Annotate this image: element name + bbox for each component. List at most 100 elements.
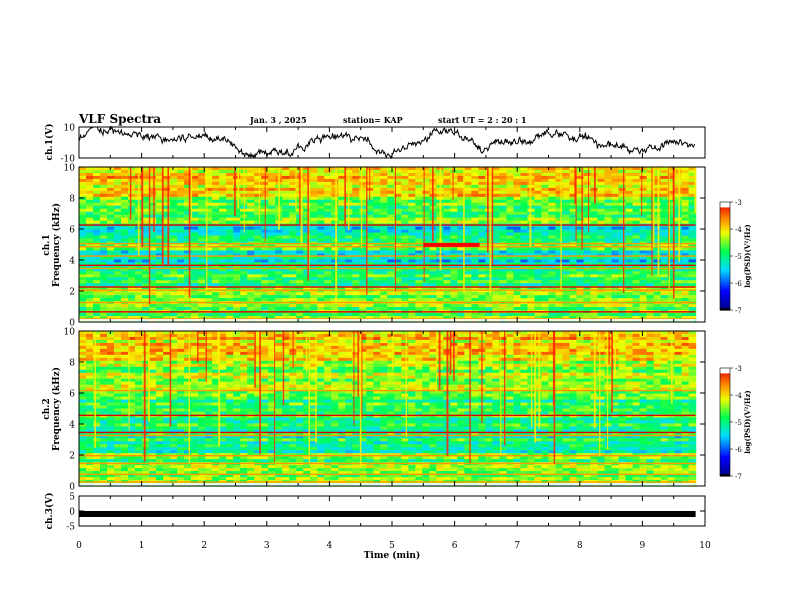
spectrogram-cell [450, 250, 458, 255]
spectrogram-cell [583, 238, 592, 243]
spectrogram-cell [184, 313, 192, 317]
spectrogram-cell [296, 313, 304, 317]
spectrogram-cell [611, 167, 620, 171]
spectrogram-cell [534, 184, 543, 189]
spectrogram-cell [219, 271, 227, 275]
spectrogram-cell [303, 283, 311, 287]
spectrogram-cell [660, 238, 669, 243]
spectrogram-cell [352, 178, 360, 183]
spectrogram-cell [667, 265, 676, 269]
spectrogram-cell [100, 199, 108, 204]
spectrogram-cell [93, 339, 101, 344]
spectrogram-cell [212, 205, 220, 210]
spectrogram-cell [275, 256, 283, 260]
spectrogram-cell [387, 280, 395, 284]
spectrogram-cell [191, 226, 199, 231]
spectrogram-cell [625, 172, 634, 177]
spectrogram-cell [142, 211, 150, 216]
spectrogram-cell [219, 172, 227, 177]
spectrogram-cell [345, 307, 353, 311]
spectrogram-cell [303, 184, 311, 189]
spectrogram-cell [275, 277, 283, 281]
spectrogram-cell [422, 280, 430, 284]
spectrogram-cell [310, 175, 318, 180]
spectrogram-cell [576, 247, 585, 252]
spectrogram-cell [135, 316, 143, 320]
spectrogram-cell [457, 298, 465, 302]
spectrogram-cell [191, 214, 199, 219]
spectrogram-cell [170, 283, 178, 287]
spectrogram-cell [681, 333, 690, 338]
spectrogram-cell [569, 313, 578, 317]
spectrogram-cell [660, 202, 669, 207]
spectrogram-cell [93, 274, 101, 278]
spectrogram-cell [583, 256, 592, 260]
spectrogram-cell [149, 289, 157, 293]
spectrogram-cell [471, 217, 479, 222]
spectrogram-cell [506, 220, 515, 225]
spectrogram-cell [513, 172, 522, 177]
spectrogram-cell [443, 292, 451, 296]
spectrogram-cell [457, 339, 465, 344]
spectrogram-cell [205, 232, 213, 237]
spectrogram-cell [562, 190, 571, 195]
spectrogram-cell [254, 262, 262, 266]
spectrogram-cell [415, 262, 423, 266]
spectrogram-cell [548, 265, 557, 269]
spectrogram-cell [660, 217, 669, 222]
spectrogram-cell [366, 235, 374, 240]
spectrogram-cell [401, 247, 409, 252]
spectrogram-cell [394, 271, 402, 275]
spectrogram-cell [660, 196, 669, 201]
spectrogram-cell [618, 295, 627, 299]
spectrogram-cell [541, 259, 550, 263]
spectrogram-cell [562, 316, 571, 320]
spectrogram-cell [597, 313, 606, 317]
spectrogram-cell [408, 217, 416, 222]
spectrogram-cell [618, 199, 627, 204]
spectrogram-cell [268, 274, 276, 278]
spectrogram-cell [443, 298, 451, 302]
spectrogram-cell [639, 307, 648, 311]
spectrogram-cell [422, 268, 430, 272]
spectrogram-cell [443, 232, 451, 237]
spectrogram-cell [590, 259, 599, 263]
spectrogram-cell [464, 262, 472, 266]
spectrogram-cell [331, 232, 339, 237]
spectrogram-cell [520, 336, 529, 341]
spectrogram-cell [156, 238, 164, 243]
spectrogram-cell [142, 178, 150, 183]
spectrogram-cell [310, 253, 318, 258]
spectrogram-cell [191, 280, 199, 284]
spectrogram-cell [688, 333, 697, 338]
spectrogram-cell [604, 295, 613, 299]
spectrogram-cell [478, 235, 487, 240]
spectrogram-cell [569, 339, 578, 344]
spectrogram-cell [646, 277, 655, 281]
spectrogram-cell [114, 214, 122, 219]
spectrogram-cell [100, 196, 108, 201]
spectrogram-cell [653, 178, 662, 183]
spectrogram-cell [443, 289, 451, 293]
spectrogram-cell [471, 280, 479, 284]
spectrogram-cell [548, 247, 557, 252]
spectrogram-cell [604, 193, 613, 198]
station-label: station= KAP [343, 115, 403, 125]
spectrogram-cell [93, 208, 101, 213]
spectrogram-cell [569, 178, 578, 183]
spectrogram-cell [422, 196, 430, 201]
spectrogram-cell [205, 295, 213, 299]
spectrogram-cell [548, 283, 557, 287]
spectrogram-cell [198, 304, 206, 308]
spectrogram-cell [499, 313, 508, 317]
spectrogram-cell [163, 202, 171, 207]
spectrogram-cell [457, 277, 465, 281]
spectrogram-cell [163, 316, 171, 320]
spectrogram-cell [366, 316, 374, 320]
spectrogram-cell [478, 268, 487, 272]
spectrogram-cell [562, 235, 571, 240]
spectrogram-cell [107, 229, 115, 234]
spectrogram-cell [667, 253, 676, 258]
spectrogram-cell [653, 217, 662, 222]
spectrogram-cell [646, 169, 655, 174]
